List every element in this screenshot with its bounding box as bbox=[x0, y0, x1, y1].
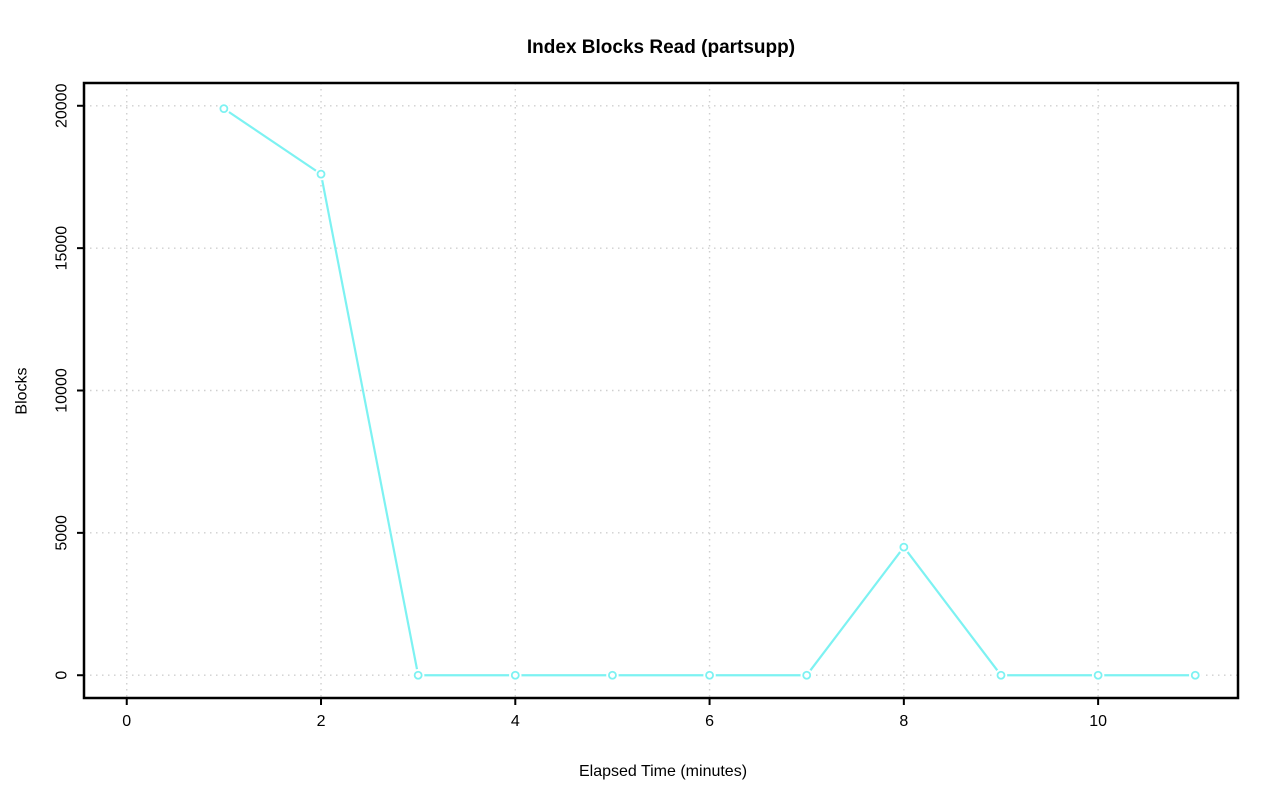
data-point bbox=[705, 670, 714, 680]
data-point bbox=[510, 670, 520, 680]
data-point bbox=[316, 169, 326, 179]
series-line bbox=[222, 107, 1197, 677]
data-series bbox=[217, 102, 1202, 682]
x-tick-label: 10 bbox=[1089, 713, 1107, 730]
gridlines bbox=[84, 83, 1238, 698]
y-axis-label: Blocks bbox=[14, 367, 31, 414]
x-tick-label: 6 bbox=[705, 713, 714, 730]
axis-ticks bbox=[77, 104, 1100, 705]
y-tick-label: 20000 bbox=[54, 83, 71, 128]
data-point bbox=[219, 104, 229, 114]
y-tick-label: 5000 bbox=[54, 515, 71, 551]
x-axis-label: Elapsed Time (minutes) bbox=[579, 763, 747, 780]
x-tick-label: 8 bbox=[899, 713, 908, 730]
data-point bbox=[1190, 670, 1200, 680]
y-tick-label: 10000 bbox=[54, 368, 71, 413]
chart-title: Index Blocks Read (partsupp) bbox=[527, 37, 795, 58]
data-point bbox=[413, 670, 423, 680]
x-tick-label: 0 bbox=[122, 713, 131, 730]
y-tick-label: 0 bbox=[54, 671, 71, 680]
data-point bbox=[1093, 670, 1103, 680]
x-tick-label: 4 bbox=[511, 713, 520, 730]
data-point bbox=[802, 670, 812, 680]
x-tick-label: 2 bbox=[317, 713, 326, 730]
data-point bbox=[899, 542, 909, 552]
data-point bbox=[608, 670, 617, 680]
x-tick-labels: 0 2 4 6 8 10 bbox=[122, 713, 1107, 730]
data-point bbox=[996, 670, 1006, 680]
y-tick-label: 15000 bbox=[54, 226, 71, 271]
y-tick-labels: 0 5000 10000 15000 20000 bbox=[54, 83, 71, 679]
